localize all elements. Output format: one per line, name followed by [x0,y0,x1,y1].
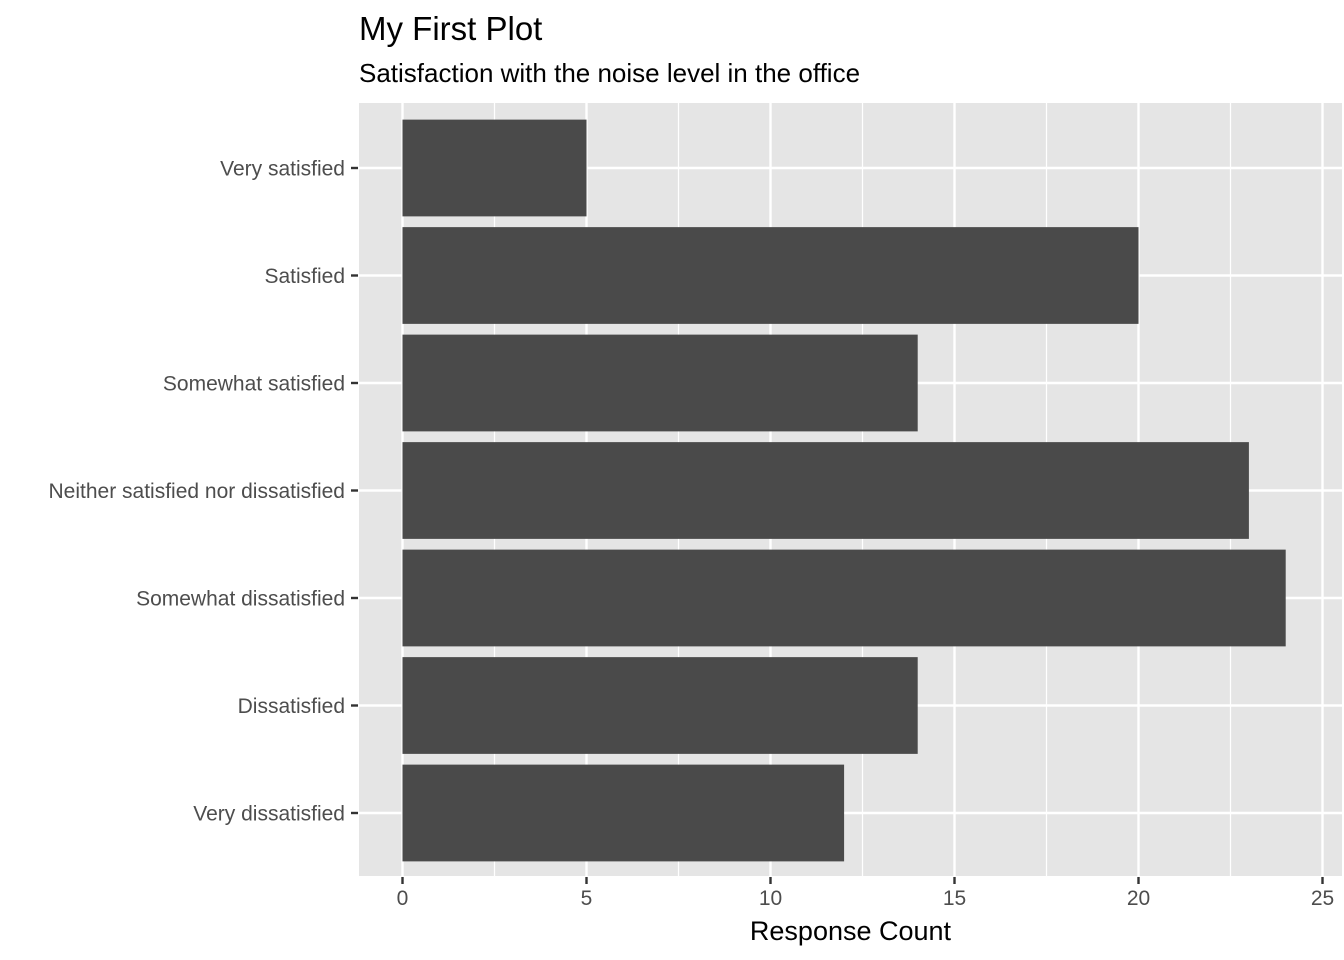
y-tick-label: Satisfied [264,265,345,288]
chart-subtitle: Satisfaction with the noise level in the… [359,58,860,88]
bar [402,119,587,217]
x-tick-label: 15 [943,887,966,910]
y-axis: Very satisfied Satisfied Somewhat satisfie… [49,158,358,826]
x-tick-label: 5 [581,887,593,910]
x-tick-label: 25 [1311,887,1334,910]
y-tick-label: Dissatisfied [238,695,345,718]
bar [402,764,845,862]
bar [402,442,1249,539]
bar [402,334,918,432]
bar [402,657,918,754]
y-tick-label: Somewhat dissatisfied [136,588,345,611]
chart-title: My First Plot [359,10,542,47]
y-tick-label: Neither satisfied nor dissatisfied [49,480,345,503]
x-axis-title: Response Count [750,916,952,946]
bar [402,549,1286,647]
bar [402,227,1139,324]
x-axis: 0 5 10 15 20 25 [397,877,1334,910]
y-tick-label: Very dissatisfied [193,803,345,826]
x-tick-label: 0 [397,887,409,910]
x-tick-label: 20 [1127,887,1150,910]
x-tick-label: 10 [759,887,782,910]
bars [402,119,1286,862]
y-tick-label: Somewhat satisfied [163,373,345,396]
y-tick-label: Very satisfied [220,158,345,181]
